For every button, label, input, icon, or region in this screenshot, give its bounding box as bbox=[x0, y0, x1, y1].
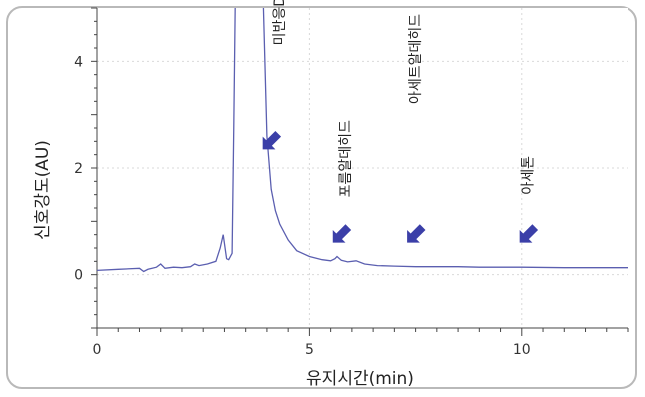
peak-label: 미반응DNPH bbox=[272, 0, 288, 45]
peak-label: 아세톤 bbox=[520, 156, 536, 195]
axes: 0 5 10 0 2 4 bbox=[74, 7, 629, 358]
x-tick-label: 0 bbox=[93, 342, 102, 358]
x-tick-label: 10 bbox=[513, 342, 531, 358]
y-tick-label: 0 bbox=[74, 268, 83, 284]
peak-arrow-icon bbox=[407, 224, 426, 243]
peak-label: 포름알데히드 bbox=[338, 120, 354, 197]
peak-arrow-icon bbox=[332, 224, 352, 243]
peak-arrow-icon bbox=[262, 130, 282, 150]
x-axis-label: 유지시간(min) bbox=[306, 369, 414, 389]
y-axis-label: 신호강도(AU) bbox=[33, 140, 53, 240]
chromatogram-line bbox=[97, 8, 628, 273]
y-tick-label: 4 bbox=[74, 54, 83, 70]
x-tick-label: 5 bbox=[305, 342, 314, 358]
y-tick-label: 2 bbox=[74, 161, 83, 177]
peak-arrow-icon bbox=[519, 224, 539, 243]
peak-label: 아세트알데히드 bbox=[408, 14, 424, 104]
series-group bbox=[97, 8, 628, 273]
